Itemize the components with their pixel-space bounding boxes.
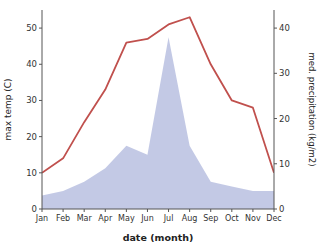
x-tick-label: Oct bbox=[225, 214, 239, 223]
y2-tick-label: 30 bbox=[279, 68, 290, 78]
y2-tick bbox=[274, 163, 277, 164]
y2-tick-label: 0 bbox=[279, 204, 284, 214]
y-tick-label: 40 bbox=[26, 59, 37, 69]
x-tick bbox=[168, 209, 169, 212]
y-tick-label: 20 bbox=[26, 132, 37, 142]
y-tick bbox=[39, 209, 42, 210]
temperature-line bbox=[42, 17, 274, 173]
x-tick bbox=[84, 209, 85, 212]
y2-tick-label: 40 bbox=[279, 23, 290, 33]
plot-area bbox=[42, 17, 274, 209]
x-tick-label: Jun bbox=[140, 214, 154, 223]
y2-axis-label: med. precipitation (kg/m2) bbox=[307, 52, 317, 166]
y-tick-label: 30 bbox=[26, 95, 37, 105]
x-tick-label: Apr bbox=[98, 214, 113, 223]
x-tick-label: Aug bbox=[182, 214, 198, 223]
x-tick bbox=[147, 209, 148, 212]
x-tick bbox=[231, 209, 232, 212]
x-tick-label: Mar bbox=[77, 214, 93, 223]
y2-tick bbox=[274, 28, 277, 29]
y-tick bbox=[39, 100, 42, 101]
x-tick-label: Feb bbox=[56, 214, 70, 223]
x-tick bbox=[105, 209, 106, 212]
x-tick bbox=[189, 209, 190, 212]
x-tick bbox=[126, 209, 127, 212]
y2-axis-line bbox=[274, 10, 275, 209]
x-tick-label: Sep bbox=[203, 214, 218, 223]
y-tick-label: 10 bbox=[26, 168, 37, 178]
y-tick bbox=[39, 172, 42, 173]
precipitation-area bbox=[42, 37, 274, 209]
y-tick bbox=[39, 64, 42, 65]
x-tick-label: Nov bbox=[245, 214, 261, 223]
chart: JanFebMarAprMayJunJulAugSepOctNovDec0102… bbox=[0, 0, 318, 247]
y-axis-label: max temp (C) bbox=[3, 78, 13, 140]
y-tick bbox=[39, 136, 42, 137]
y-tick-label: 0 bbox=[32, 204, 37, 214]
x-tick-label: Jul bbox=[163, 214, 174, 223]
x-tick bbox=[252, 209, 253, 212]
y-axis-line bbox=[42, 10, 43, 209]
y-tick bbox=[39, 28, 42, 29]
x-axis-label: date (month) bbox=[123, 232, 194, 243]
x-axis-line bbox=[42, 209, 274, 210]
y2-tick bbox=[274, 118, 277, 119]
y-tick-label: 50 bbox=[26, 23, 37, 33]
x-tick-label: Dec bbox=[266, 214, 281, 223]
x-tick bbox=[63, 209, 64, 212]
y2-tick bbox=[274, 73, 277, 74]
y2-tick-label: 20 bbox=[279, 114, 290, 124]
y2-tick bbox=[274, 209, 277, 210]
x-tick bbox=[210, 209, 211, 212]
x-tick-label: Jan bbox=[35, 214, 48, 223]
x-tick-label: May bbox=[118, 214, 135, 223]
y2-tick-label: 10 bbox=[279, 159, 290, 169]
